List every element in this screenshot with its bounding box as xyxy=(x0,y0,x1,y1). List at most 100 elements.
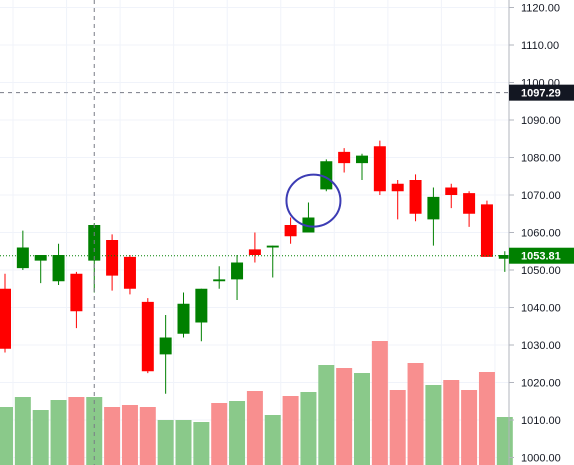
volume-bar xyxy=(139,407,156,465)
tick-label: 1000.00 xyxy=(521,453,561,465)
volume-bar xyxy=(264,415,281,465)
last-price-badge: 1053.81 xyxy=(509,247,574,264)
candle[interactable] xyxy=(195,288,208,342)
volume-bar xyxy=(478,372,495,465)
last-price-badge-bg xyxy=(509,247,574,264)
volume-bar xyxy=(193,422,210,465)
candle-body xyxy=(409,180,422,214)
candle[interactable] xyxy=(177,292,190,338)
candle[interactable] xyxy=(463,191,476,227)
candle[interactable] xyxy=(480,200,493,257)
candle[interactable] xyxy=(52,243,65,285)
candle[interactable] xyxy=(16,230,29,270)
volume-bar xyxy=(443,380,460,465)
candle[interactable] xyxy=(427,187,440,246)
volume-bar xyxy=(157,420,174,465)
candle-body xyxy=(302,217,315,233)
volume-bar xyxy=(389,390,406,465)
candle-body xyxy=(248,249,261,255)
volume-bar xyxy=(425,385,442,465)
volume-bar xyxy=(104,407,121,465)
candle[interactable] xyxy=(356,153,368,180)
tick-label: 1070.00 xyxy=(521,190,561,202)
candle-body xyxy=(445,187,458,195)
volume-bar xyxy=(336,368,353,465)
candle-body xyxy=(356,155,368,164)
candle-body xyxy=(0,288,11,349)
volume-bar xyxy=(461,390,478,465)
crosshair-price-label: 1097.29 xyxy=(521,88,561,100)
candle-body xyxy=(391,183,404,192)
candles xyxy=(0,140,511,394)
volume-bar xyxy=(32,410,49,465)
candle[interactable] xyxy=(445,183,458,209)
crosshair-price-badge: 1097.29 xyxy=(509,84,574,101)
candle[interactable] xyxy=(338,148,351,173)
candle-body xyxy=(70,273,83,312)
candle-body xyxy=(498,255,511,259)
candle[interactable] xyxy=(498,251,511,272)
volume-bar xyxy=(175,420,192,465)
volume-bars xyxy=(0,341,513,465)
candle-body xyxy=(480,204,493,257)
candle-body xyxy=(284,225,297,237)
tick-label: 1050.00 xyxy=(521,265,561,277)
volume-bar xyxy=(68,397,85,465)
tick-label: 1060.00 xyxy=(521,228,561,240)
candle-body xyxy=(320,161,333,190)
price-axis[interactable]: 1000.00 1010.00 1020.00 1030.00 1040.00 1050.… xyxy=(508,0,574,465)
tick-label: 1020.00 xyxy=(521,378,561,390)
chart-overlays xyxy=(0,0,509,465)
candle[interactable] xyxy=(284,217,297,244)
candle[interactable] xyxy=(320,159,333,192)
candle-body xyxy=(373,146,386,192)
volume-bar xyxy=(246,391,263,465)
tick-label: 1120.00 xyxy=(521,3,560,15)
candle-body xyxy=(159,337,172,355)
tick-label: 1030.00 xyxy=(521,340,561,352)
candle[interactable] xyxy=(213,266,226,289)
candle-body xyxy=(213,279,226,282)
volume-bar xyxy=(407,363,424,465)
volume-bar xyxy=(229,401,246,465)
candle[interactable] xyxy=(391,180,404,220)
tick-label: 1110.00 xyxy=(521,40,559,52)
candle[interactable] xyxy=(231,255,244,300)
candle[interactable] xyxy=(373,140,386,195)
candle[interactable] xyxy=(34,255,47,284)
volume-bar xyxy=(300,392,317,465)
candle-body xyxy=(16,247,29,269)
candle[interactable] xyxy=(0,273,11,353)
volume-bar xyxy=(371,341,388,465)
crosshair-badge-bg xyxy=(509,84,574,101)
volume-bar xyxy=(354,373,370,465)
candle[interactable] xyxy=(302,202,315,233)
candle-body xyxy=(427,196,440,220)
candle-body xyxy=(123,256,136,289)
candle-body xyxy=(34,255,47,261)
volume-bar xyxy=(14,397,31,465)
candle[interactable] xyxy=(248,232,261,263)
candle-body xyxy=(141,301,154,372)
candle[interactable] xyxy=(159,315,172,394)
candle[interactable] xyxy=(266,245,279,278)
candle[interactable] xyxy=(106,234,119,291)
candle-body xyxy=(195,288,208,323)
volume-bar xyxy=(121,405,138,465)
candle-body xyxy=(106,240,119,276)
tick-label: 1010.00 xyxy=(521,415,561,427)
candle-body xyxy=(463,193,476,214)
volume-bar xyxy=(211,403,228,465)
candle-body xyxy=(338,151,351,164)
candle[interactable] xyxy=(70,271,83,329)
tick-label: 1040.00 xyxy=(521,303,561,315)
candle[interactable] xyxy=(141,298,154,374)
annotation-circle[interactable] xyxy=(285,173,342,228)
volume-bar xyxy=(282,396,299,465)
candle[interactable] xyxy=(123,255,136,295)
candle-body xyxy=(177,303,190,334)
candle[interactable] xyxy=(409,174,422,222)
volume-bar xyxy=(0,407,13,465)
volume-bar xyxy=(318,365,335,465)
